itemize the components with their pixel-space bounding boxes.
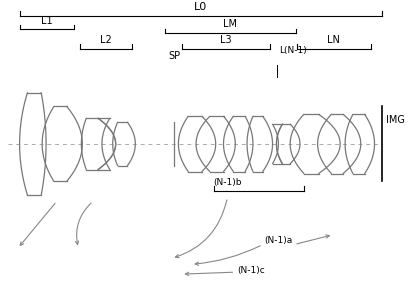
Text: (N-1)a: (N-1)a (265, 236, 293, 245)
Text: L1: L1 (41, 16, 53, 26)
Text: IMG: IMG (386, 115, 405, 125)
Text: L2: L2 (100, 35, 112, 45)
Text: L3: L3 (220, 35, 231, 45)
Text: L0: L0 (194, 2, 208, 12)
Text: LM: LM (223, 20, 237, 30)
Text: SP: SP (169, 51, 181, 61)
Text: L(N-1): L(N-1) (279, 46, 307, 55)
Text: (N-1)c: (N-1)c (237, 266, 265, 275)
Text: LN: LN (327, 35, 340, 45)
Text: (N-1)b: (N-1)b (214, 178, 242, 187)
